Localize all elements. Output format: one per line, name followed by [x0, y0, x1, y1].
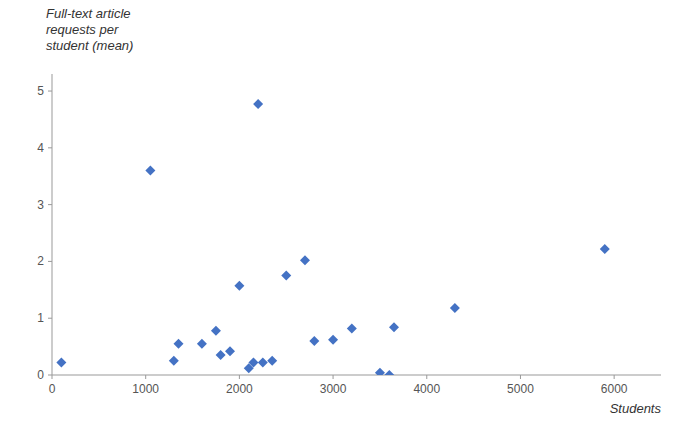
y-tick-label: 2 — [37, 254, 44, 268]
chart-svg: 0 1000 2000 3000 4000 5000 6000 0 1 2 3 4 5 Students F… — [0, 0, 685, 423]
chart-container: 0 1000 2000 3000 4000 5000 6000 0 1 2 3 4 5 Students F… — [0, 0, 685, 423]
x-tick-label: 0 — [49, 382, 56, 396]
y-tick-label: 4 — [37, 141, 44, 155]
y-tick-label: 3 — [37, 198, 44, 212]
x-tick — [426, 375, 427, 379]
y-tick-label: 0 — [37, 368, 44, 382]
x-tick-label: 4000 — [413, 382, 440, 396]
point — [309, 336, 319, 346]
point — [197, 339, 207, 349]
point — [267, 356, 277, 366]
point — [234, 281, 244, 291]
x-tick — [520, 375, 521, 379]
y-axis-label-line: Full-text article — [46, 6, 131, 21]
x-tick-label: 1000 — [132, 382, 159, 396]
y-axis-line — [52, 74, 53, 375]
y-axis-label: Full-text articlerequests perstudent (me… — [46, 6, 133, 53]
x-tick — [145, 375, 146, 379]
x-tick — [52, 375, 53, 379]
point — [216, 350, 226, 360]
y-axis-label-line: requests per — [46, 22, 119, 37]
point — [145, 166, 155, 176]
y-tick — [48, 261, 52, 262]
point — [253, 99, 263, 109]
point — [211, 326, 221, 336]
point — [450, 303, 460, 313]
y-tick — [48, 375, 52, 376]
point — [248, 358, 258, 368]
point — [56, 358, 66, 368]
y-tick — [48, 318, 52, 319]
x-tick — [333, 375, 334, 379]
point — [169, 356, 179, 366]
point — [384, 370, 394, 375]
y-tick-label: 5 — [37, 84, 44, 98]
point — [328, 335, 338, 345]
x-axis-line — [52, 375, 661, 376]
x-tick — [614, 375, 615, 379]
points — [56, 99, 609, 375]
point — [389, 322, 399, 332]
x-axis-label: Students — [610, 401, 662, 416]
axes: 0 1000 2000 3000 4000 5000 6000 0 1 2 3 4 5 — [37, 74, 661, 396]
point — [375, 368, 385, 375]
point — [281, 271, 291, 281]
point — [258, 358, 268, 368]
y-tick — [48, 204, 52, 205]
y-axis-label-line: student (mean) — [46, 38, 133, 53]
x-tick-label: 6000 — [601, 382, 628, 396]
point — [225, 346, 235, 356]
x-tick-label: 2000 — [226, 382, 253, 396]
y-tick — [48, 91, 52, 92]
x-tick-label: 3000 — [320, 382, 347, 396]
x-tick-label: 5000 — [507, 382, 534, 396]
point — [347, 323, 357, 333]
point — [600, 244, 610, 254]
point — [300, 255, 310, 265]
point — [173, 339, 183, 349]
y-tick-label: 1 — [37, 311, 44, 325]
x-tick — [239, 375, 240, 379]
y-tick — [48, 147, 52, 148]
